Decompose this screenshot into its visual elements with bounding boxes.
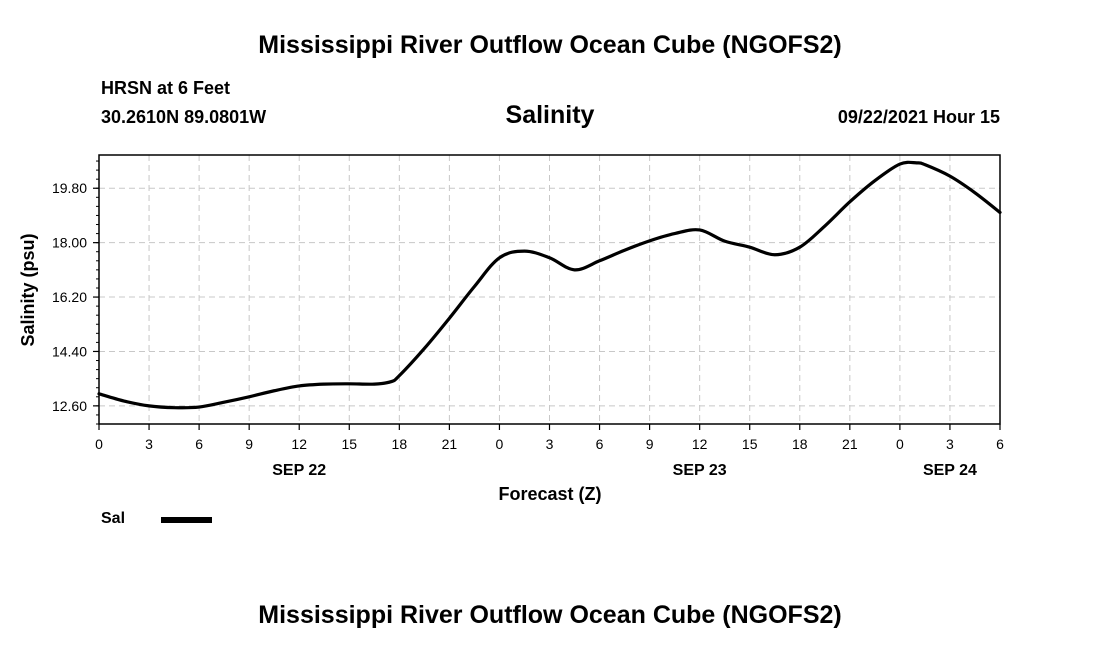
date-label: SEP 22 — [272, 462, 326, 479]
y-tick-label: 18.00 — [52, 235, 87, 251]
axis-labels: 0 3 6 9 12 15 18 21 0 3 6 9 12 15 18 21 0 3 6 12.60 14.40 16.… — [52, 180, 1004, 479]
x-tick-label: 0 — [496, 436, 504, 452]
x-tick-label: 9 — [245, 436, 253, 452]
x-tick-label: 6 — [596, 436, 604, 452]
station-label: HRSN at 6 Feet — [101, 78, 231, 98]
y-axis-label: Salinity (psu) — [18, 233, 38, 346]
x-tick-label: 18 — [792, 436, 808, 452]
plot-frame — [98, 154, 1001, 425]
x-tick-label: 21 — [842, 436, 858, 452]
grid — [99, 155, 1000, 424]
x-tick-label: 12 — [291, 436, 307, 452]
footer-title: Mississippi River Outflow Ocean Cube (NG… — [258, 601, 842, 629]
x-tick-label: 15 — [341, 436, 357, 452]
x-tick-label: 15 — [742, 436, 758, 452]
x-tick-label: 18 — [392, 436, 408, 452]
legend-label: Sal — [101, 510, 126, 527]
y-tick-label: 14.40 — [52, 343, 87, 359]
x-tick-label: 0 — [95, 436, 103, 452]
x-tick-label: 6 — [195, 436, 203, 452]
x-tick-label: 3 — [546, 436, 554, 452]
station-coordinates: 30.2610N 89.0801W — [101, 107, 267, 127]
axis-ticks — [93, 160, 1001, 430]
x-tick-label: 3 — [946, 436, 954, 452]
x-tick-label: 6 — [996, 436, 1004, 452]
y-tick-label: 19.80 — [52, 180, 87, 196]
chart-title: Mississippi River Outflow Ocean Cube (NG… — [258, 31, 842, 59]
x-tick-label: 9 — [646, 436, 654, 452]
y-tick-label: 12.60 — [52, 398, 87, 414]
chart-subtitle: Salinity — [505, 101, 595, 129]
y-tick-label: 16.20 — [52, 289, 87, 305]
x-tick-label: 21 — [442, 436, 458, 452]
date-label: SEP 23 — [673, 462, 727, 479]
series-line-sal — [97, 160, 1002, 410]
forecast-datetime: 09/22/2021 Hour 15 — [837, 107, 1000, 127]
date-label: SEP 24 — [923, 462, 977, 479]
x-tick-label: 0 — [896, 436, 904, 452]
x-tick-label: 12 — [692, 436, 708, 452]
legend-swatch — [161, 517, 212, 523]
x-axis-label: Forecast (Z) — [498, 484, 601, 504]
x-tick-label: 3 — [145, 436, 153, 452]
